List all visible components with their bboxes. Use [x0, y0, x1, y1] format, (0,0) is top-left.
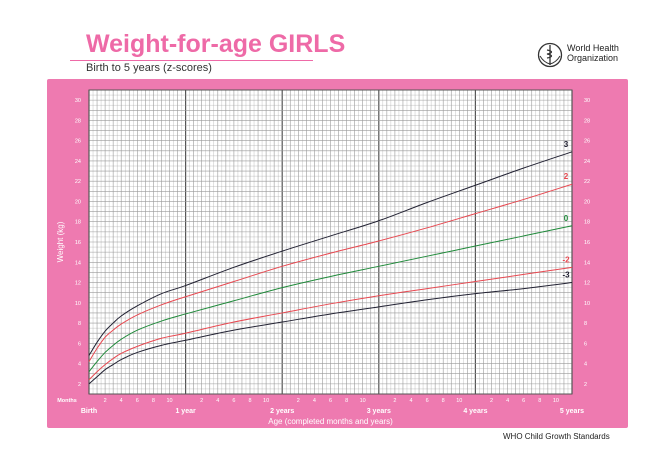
y-tick-label-left: 12 — [75, 281, 81, 287]
x-month-tick-label: 6 — [232, 398, 235, 404]
x-year-label: 2 years — [270, 408, 294, 415]
series-line-z-2 — [88, 266, 573, 381]
y-tick-label-left: 20 — [75, 199, 81, 205]
series-line-z2 — [88, 183, 573, 362]
series-line-z3 — [88, 151, 573, 356]
x-year-label: Birth — [81, 408, 97, 415]
y-tick-label-left: 24 — [75, 159, 81, 165]
y-tick-label-right: 20 — [584, 199, 590, 205]
y-tick-label-right: 26 — [584, 139, 590, 145]
y-tick-label-right: 18 — [584, 220, 590, 226]
y-tick-label-left: 6 — [78, 341, 81, 347]
x-unit-label: Months — [57, 398, 77, 404]
x-month-tick-label: 10 — [360, 398, 366, 404]
y-tick-label-left: 2 — [78, 382, 81, 388]
series-label-z-3: -3 — [562, 271, 570, 280]
x-month-tick-label: 4 — [313, 398, 316, 404]
y-tick-label-right: 2 — [584, 382, 587, 388]
y-tick-label-right: 24 — [584, 159, 590, 165]
y-tick-label-right: 14 — [584, 260, 590, 266]
y-tick-label-left: 8 — [78, 321, 81, 327]
y-tick-label-left: 16 — [75, 240, 81, 246]
series-line-z-3 — [88, 282, 573, 385]
x-month-tick-label: 8 — [248, 398, 251, 404]
x-year-label: 3 years — [367, 408, 391, 415]
x-month-tick-label: 6 — [522, 398, 525, 404]
y-tick-label-right: 16 — [584, 240, 590, 246]
y-tick-label-right: 28 — [584, 118, 590, 124]
y-tick-label-right: 8 — [584, 321, 587, 327]
x-month-tick-label: 4 — [506, 398, 509, 404]
y-tick-label-right: 4 — [584, 362, 587, 368]
x-year-label: 4 years — [463, 408, 487, 415]
y-tick-label-right: 30 — [584, 98, 590, 104]
chart-subtitle: Birth to 5 years (z-scores) — [86, 62, 212, 74]
series-label-z0: 0 — [564, 214, 569, 223]
y-tick-label-left: 10 — [75, 301, 81, 307]
series-line-z0 — [88, 225, 573, 373]
x-month-tick-label: 4 — [216, 398, 219, 404]
series-lines: 3 2 0 -2 -3 — [88, 140, 573, 385]
series-label-z-2: -2 — [562, 255, 570, 264]
x-month-tick-label: 4 — [120, 398, 123, 404]
who-logo-icon — [537, 42, 563, 68]
x-month-tick-label: 4 — [409, 398, 412, 404]
series-label-z2: 2 — [564, 172, 569, 181]
x-month-tick-label: 8 — [152, 398, 155, 404]
x-month-tick-label: 6 — [426, 398, 429, 404]
x-month-tick-label: 8 — [345, 398, 348, 404]
y-tick-label-right: 12 — [584, 281, 590, 287]
who-org-name: World Health Organization — [567, 43, 637, 63]
x-month-tick-label: 10 — [166, 398, 172, 404]
y-tick-label-right: 22 — [584, 179, 590, 185]
x-month-tick-label: 2 — [200, 398, 203, 404]
x-month-tick-label: 10 — [456, 398, 462, 404]
x-month-tick-label: 2 — [297, 398, 300, 404]
chart-title: Weight-for-age GIRLS — [86, 30, 346, 58]
x-month-tick-label: 6 — [136, 398, 139, 404]
x-month-tick-label: 2 — [490, 398, 493, 404]
y-tick-label-right: 10 — [584, 301, 590, 307]
x-year-label: 5 years — [560, 408, 584, 415]
who-org-line2: Organization — [567, 53, 619, 63]
x-month-tick-label: 8 — [442, 398, 445, 404]
x-month-tick-label: 2 — [393, 398, 396, 404]
x-month-tick-label: 10 — [553, 398, 559, 404]
y-axis-title: Weight (kg) — [56, 221, 65, 262]
grid-lines — [88, 89, 573, 395]
footer-credit: WHO Child Growth Standards — [503, 432, 610, 441]
y-tick-label-left: 22 — [75, 179, 81, 185]
y-tick-label-left: 30 — [75, 98, 81, 104]
y-tick-label-left: 26 — [75, 139, 81, 145]
x-month-tick-label: 8 — [538, 398, 541, 404]
y-tick-label-left: 14 — [75, 260, 81, 266]
y-tick-label-left: 18 — [75, 220, 81, 226]
title-rule — [70, 60, 313, 61]
x-month-tick-label: 2 — [104, 398, 107, 404]
x-year-label: 1 year — [175, 408, 196, 415]
series-label-z3: 3 — [564, 140, 569, 149]
y-tick-label-left: 28 — [75, 118, 81, 124]
x-month-tick-label: 10 — [263, 398, 269, 404]
who-org-line1: World Health — [567, 43, 619, 53]
y-tick-label-right: 6 — [584, 341, 587, 347]
x-axis-title: Age (completed months and years) — [268, 417, 393, 426]
y-tick-label-left: 4 — [78, 362, 81, 368]
x-month-tick-label: 6 — [329, 398, 332, 404]
plot-border — [88, 89, 573, 395]
